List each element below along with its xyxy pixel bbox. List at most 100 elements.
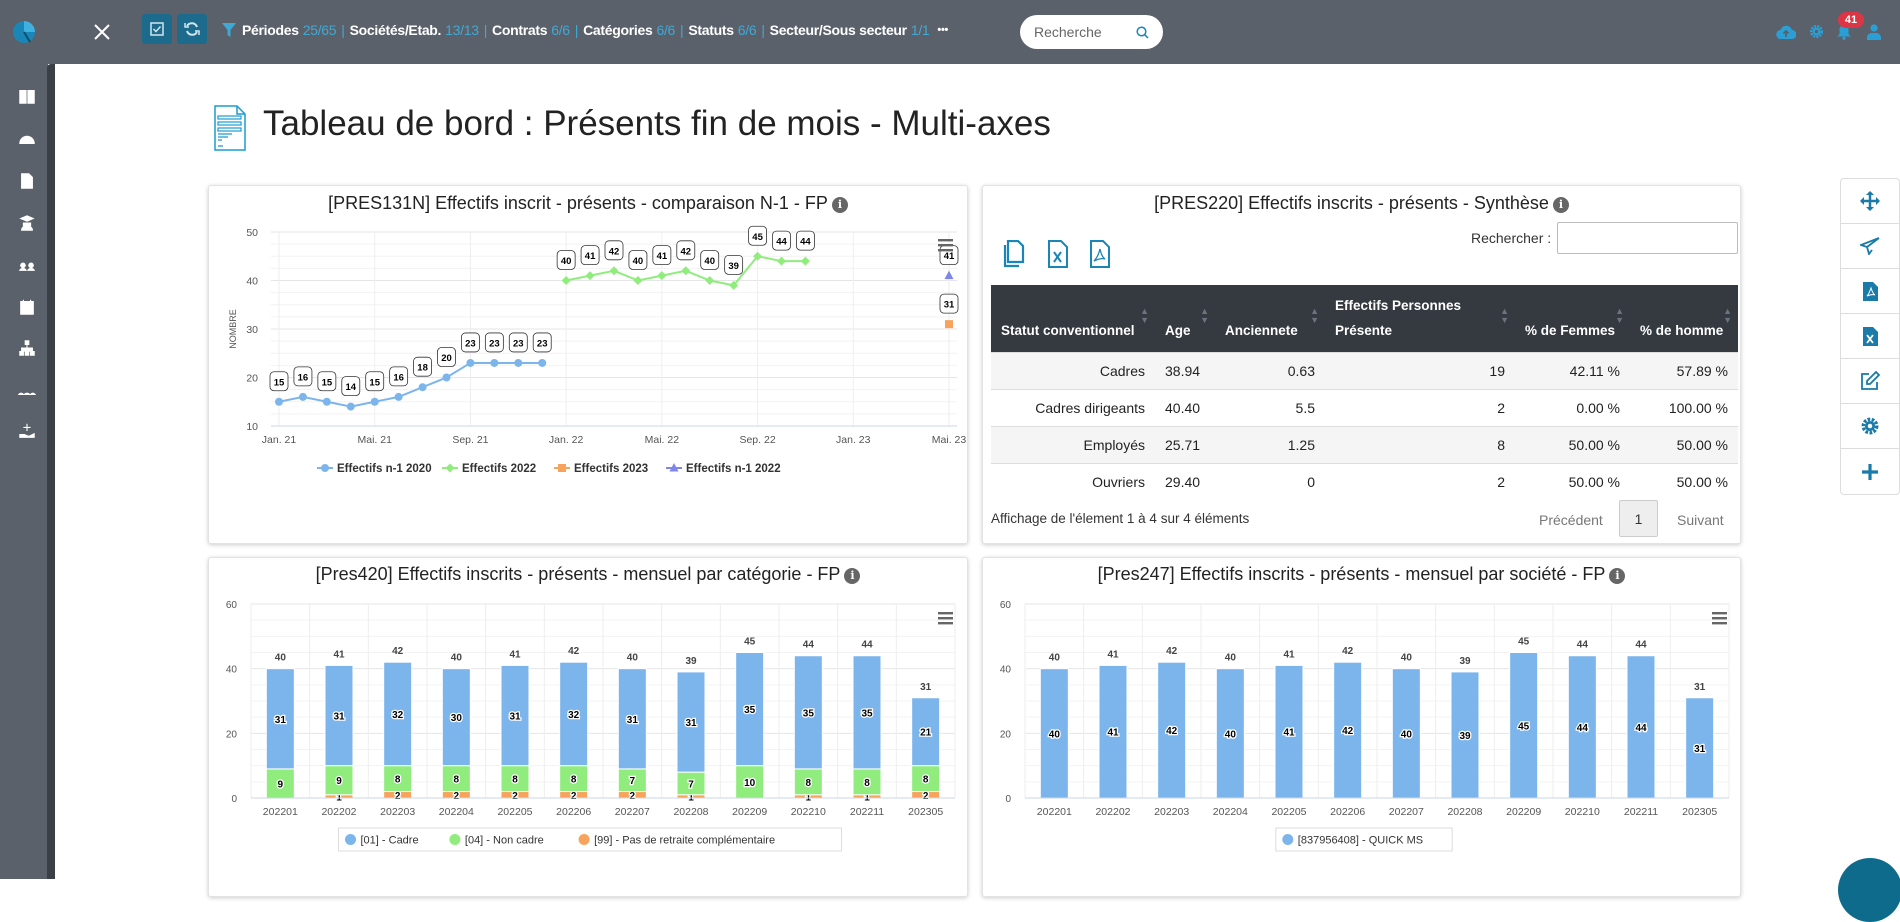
table-info: Affichage de l'élement 1 à 4 sur 4 éléme…: [991, 511, 1250, 526]
legend-item[interactable]: [837956408] - QUICK MS: [1298, 835, 1423, 847]
legend-item[interactable]: [04] - Non cadre: [465, 835, 544, 847]
data-point: [681, 266, 691, 276]
bar-data-label: 31: [333, 712, 345, 723]
pdf-export-icon[interactable]: [1089, 240, 1111, 268]
bar-segment: [559, 661, 589, 767]
move-button[interactable]: [1841, 179, 1899, 224]
info-icon[interactable]: i: [1552, 197, 1569, 213]
refresh-button[interactable]: [177, 14, 207, 44]
data-label-box: [413, 356, 432, 377]
x-tick-label: 202206: [1330, 806, 1365, 818]
col-age[interactable]: Age ▲ ▼: [1155, 285, 1215, 353]
send-icon: [1860, 237, 1880, 255]
sidebar-item-5[interactable]: [16, 253, 38, 275]
table-search-input[interactable]: [1557, 222, 1738, 254]
chart-menu-icon[interactable]: [1712, 612, 1727, 625]
info-icon[interactable]: i: [1609, 568, 1626, 584]
col-effectifs[interactable]: Effectifs Personnes Présente ▲ ▼: [1325, 285, 1515, 353]
filter-statuts[interactable]: Statuts 6/6: [688, 22, 757, 38]
data-label: 15: [274, 377, 285, 388]
settings-icon[interactable]: [1809, 24, 1824, 39]
sidebar-item-4[interactable]: [16, 212, 38, 234]
legend-item[interactable]: Effectifs n-1 2020: [337, 463, 432, 475]
info-icon[interactable]: i: [844, 568, 861, 584]
data-label: 16: [393, 372, 404, 383]
search-input[interactable]: Recherche: [1020, 15, 1163, 49]
edit-button[interactable]: [1841, 359, 1899, 404]
select-all-button[interactable]: [142, 14, 172, 44]
cloud-upload-icon[interactable]: [1776, 24, 1796, 40]
y-tick-label: 60: [226, 600, 238, 611]
col-femmes[interactable]: % de Femmes ▲ ▼: [1515, 285, 1630, 353]
x-tick-label: Sep. 21: [452, 434, 488, 446]
legend-item[interactable]: [99] - Pas de retraite complémentaire: [594, 835, 775, 847]
hand-plus-icon: [19, 423, 35, 438]
copy-icon[interactable]: [1001, 240, 1027, 268]
bar-total-label: 45: [1518, 637, 1530, 648]
bar-segment: [1685, 697, 1715, 799]
add-button[interactable]: [1841, 449, 1899, 494]
send-button[interactable]: [1841, 224, 1899, 269]
page-1-button[interactable]: 1: [1619, 500, 1658, 537]
data-label: 20: [441, 353, 452, 364]
data-label: 40: [633, 256, 644, 267]
bar-data-label: 8: [512, 775, 518, 786]
previous-page-button[interactable]: Précédent: [1539, 512, 1603, 528]
y-tick-label: 20: [246, 373, 258, 385]
filter-contrats[interactable]: Contrats 6/6: [492, 22, 570, 38]
x-tick-label: 202204: [439, 806, 474, 818]
info-icon[interactable]: i: [831, 197, 848, 213]
x-tick-label: Sep. 22: [739, 434, 775, 446]
sidebar-item-7[interactable]: [16, 337, 38, 359]
col-anciennete[interactable]: Anciennete ▲ ▼: [1215, 285, 1325, 353]
export-excel-button[interactable]: [1841, 314, 1899, 359]
legend-item[interactable]: Effectifs 2023: [574, 463, 648, 475]
bar-segment: [911, 697, 941, 767]
legend-item[interactable]: Effectifs n-1 2022: [686, 463, 781, 475]
filter-societes[interactable]: Sociétés/Etab. 13/13: [349, 22, 479, 38]
sidebar-item-2[interactable]: [16, 128, 38, 150]
sidebar-item-1[interactable]: [16, 85, 38, 107]
bar-total-label: 41: [509, 649, 521, 660]
bar-data-label: 44: [1635, 723, 1647, 734]
more-filters-button[interactable]: •••: [937, 24, 949, 36]
close-icon[interactable]: [94, 24, 110, 40]
filter-categories[interactable]: Catégories 6/6: [583, 22, 676, 38]
bar-total-label: 31: [1694, 682, 1706, 693]
sidebar-item-9[interactable]: [16, 420, 38, 442]
sidebar-item-6[interactable]: [16, 296, 38, 318]
user-icon[interactable]: [1867, 24, 1881, 40]
y-tick-label: 50: [246, 227, 258, 239]
sidebar-item-8[interactable]: [16, 378, 38, 400]
col-statut[interactable]: Statut conventionnel ▲ ▼: [991, 285, 1155, 353]
app-logo-icon[interactable]: [12, 20, 36, 44]
export-pdf-button[interactable]: [1841, 269, 1899, 314]
excel-export-icon[interactable]: [1047, 240, 1069, 268]
col-hommes[interactable]: % de homme ▲ ▼: [1630, 285, 1738, 353]
edit-icon: [1861, 371, 1880, 390]
search-icon[interactable]: [1136, 25, 1149, 39]
settings-button[interactable]: [1841, 404, 1899, 449]
table-title: [PRES220] Effectifs inscrits - présents …: [983, 193, 1740, 214]
chat-bubble-button[interactable]: [1838, 858, 1900, 922]
filter-secteur[interactable]: Secteur/Sous secteur 1/1: [769, 22, 930, 38]
data-label: 40: [561, 256, 572, 267]
next-page-button[interactable]: Suivant: [1677, 512, 1724, 528]
bar-total-label: 39: [1459, 656, 1471, 667]
table-cell: 40.40: [1155, 389, 1215, 427]
legend-item[interactable]: [01] - Cadre: [361, 835, 419, 847]
chart-menu-icon[interactable]: [938, 612, 953, 625]
data-label-box: [939, 293, 959, 314]
chart-card-pres131n: [PRES131N] Effectifs inscrit - présents …: [208, 185, 968, 544]
filter-periodes[interactable]: Périodes 25/65: [242, 22, 337, 38]
table-row: Employés 25.71 1.25 8 50.00 % 50.00 %: [991, 426, 1738, 464]
legend-item[interactable]: Effectifs 2022: [462, 463, 536, 475]
table-cell: Ouvriers: [991, 463, 1155, 501]
filter-icon[interactable]: [222, 22, 236, 38]
data-label-box: [556, 250, 576, 270]
bar-segment: [617, 668, 647, 770]
sidebar-item-3[interactable]: [16, 170, 38, 192]
chart-menu-icon[interactable]: [938, 239, 953, 252]
chart-title: [Pres247] Effectifs inscrits - présents …: [983, 564, 1740, 585]
legend-marker: [558, 464, 566, 472]
